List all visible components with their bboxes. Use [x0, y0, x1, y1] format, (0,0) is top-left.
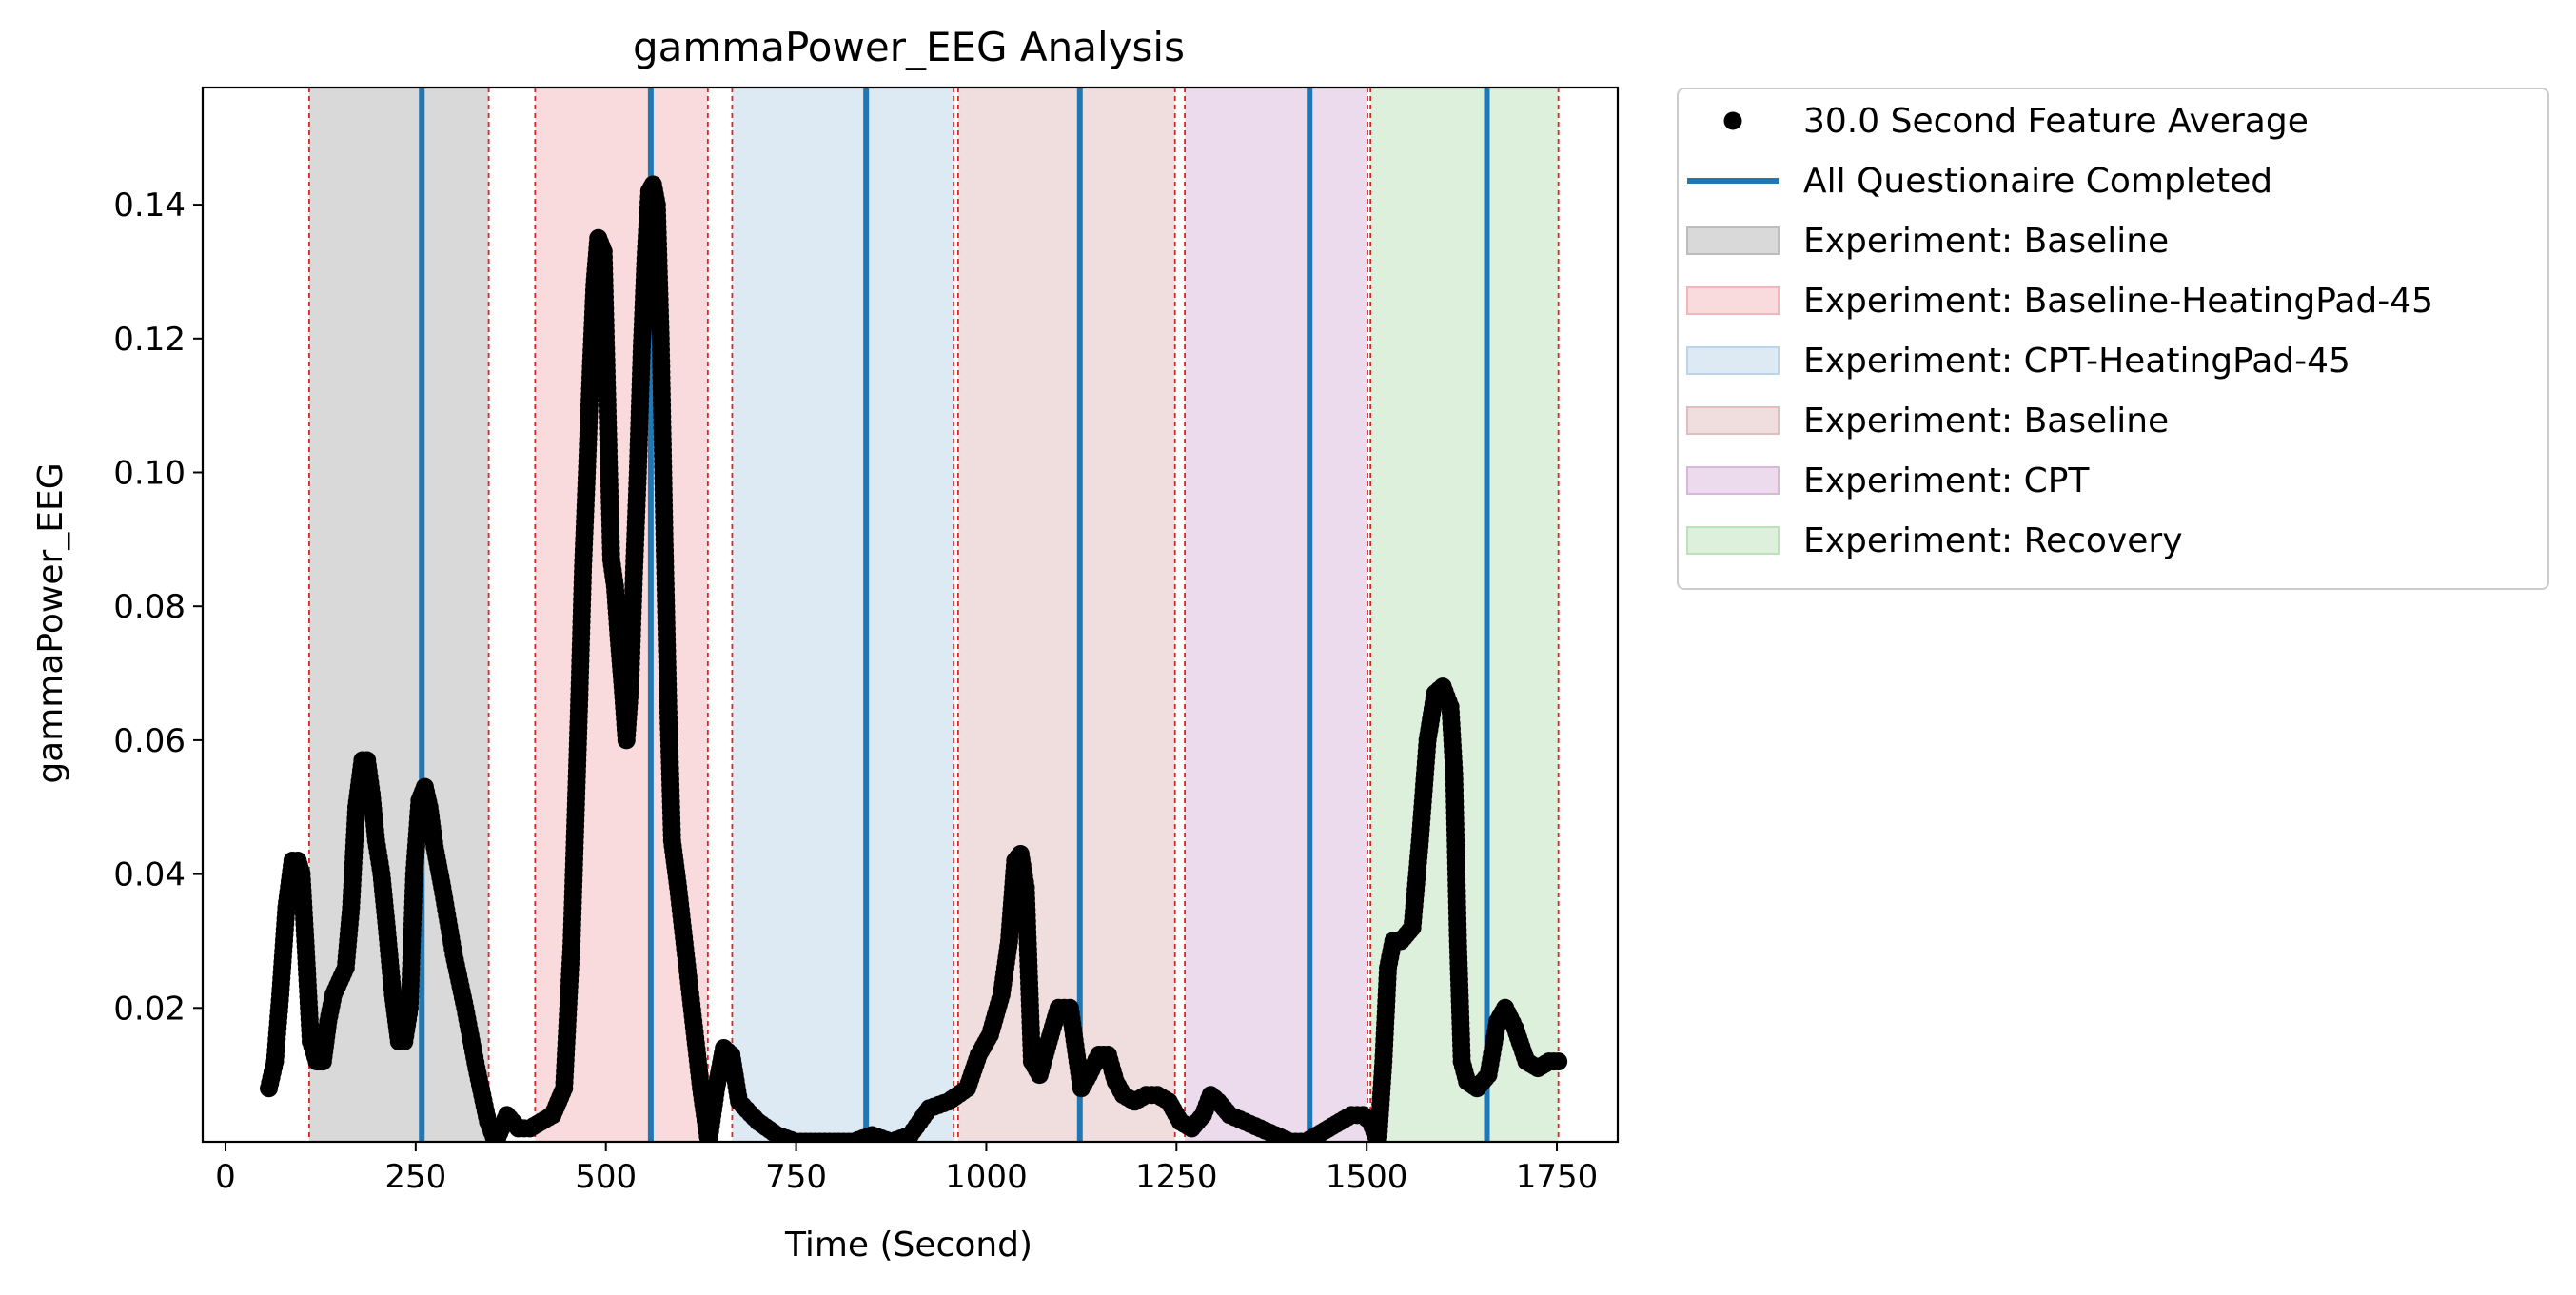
chart-title: gammaPower_EEG Analysis — [633, 24, 1185, 70]
legend-label: Experiment: Baseline-HeatingPad-45 — [1803, 282, 2433, 321]
legend-swatch-patch — [1686, 406, 1780, 435]
y-tick-label: 0.14 — [113, 186, 186, 225]
experiment-span — [957, 88, 1175, 1142]
x-tick-label: 1750 — [1516, 1158, 1599, 1196]
data-point — [1549, 1052, 1568, 1071]
legend-label: Experiment: Baseline — [1803, 402, 2169, 441]
legend-label: Experiment: CPT-HeatingPad-45 — [1803, 342, 2350, 381]
x-tick-label: 0 — [215, 1158, 236, 1196]
legend-swatch-patch — [1686, 526, 1780, 555]
experiment-span — [732, 88, 954, 1142]
legend-box — [1677, 88, 2549, 590]
legend-label: All Questionaire Completed — [1803, 162, 2272, 201]
x-tick-label: 750 — [765, 1158, 827, 1196]
legend-label: Experiment: CPT — [1803, 461, 2090, 500]
x-tick-label: 500 — [575, 1158, 637, 1196]
y-tick-label: 0.12 — [113, 321, 186, 359]
y-tick-label: 0.06 — [113, 722, 186, 760]
legend-swatch-patch — [1686, 466, 1780, 495]
y-tick-label: 0.08 — [113, 588, 186, 626]
x-axis-label: Time (Second) — [784, 1226, 1032, 1265]
experiment-span — [1185, 88, 1367, 1142]
legend-swatch-marker — [1723, 111, 1742, 130]
legend-label: 30.0 Second Feature Average — [1803, 102, 2309, 141]
legend-swatch-patch — [1686, 226, 1780, 255]
y-tick-label: 0.02 — [113, 990, 186, 1028]
legend-label: Experiment: Recovery — [1803, 521, 2183, 560]
plot-area — [260, 88, 1568, 1142]
y-tick-label: 0.10 — [113, 455, 186, 493]
legend-label: Experiment: Baseline — [1803, 222, 2169, 261]
y-tick-label: 0.04 — [113, 856, 186, 894]
y-axis-label: gammaPower_EEG — [31, 462, 70, 783]
axes-frame — [201, 86, 1620, 1144]
x-tick-label: 250 — [384, 1158, 446, 1196]
x-tick-label: 1000 — [945, 1158, 1028, 1196]
x-tick-label: 1250 — [1135, 1158, 1218, 1196]
x-tick-label: 1500 — [1326, 1158, 1408, 1196]
legend-swatch-patch — [1686, 286, 1780, 315]
legend-swatch-patch — [1686, 346, 1780, 375]
